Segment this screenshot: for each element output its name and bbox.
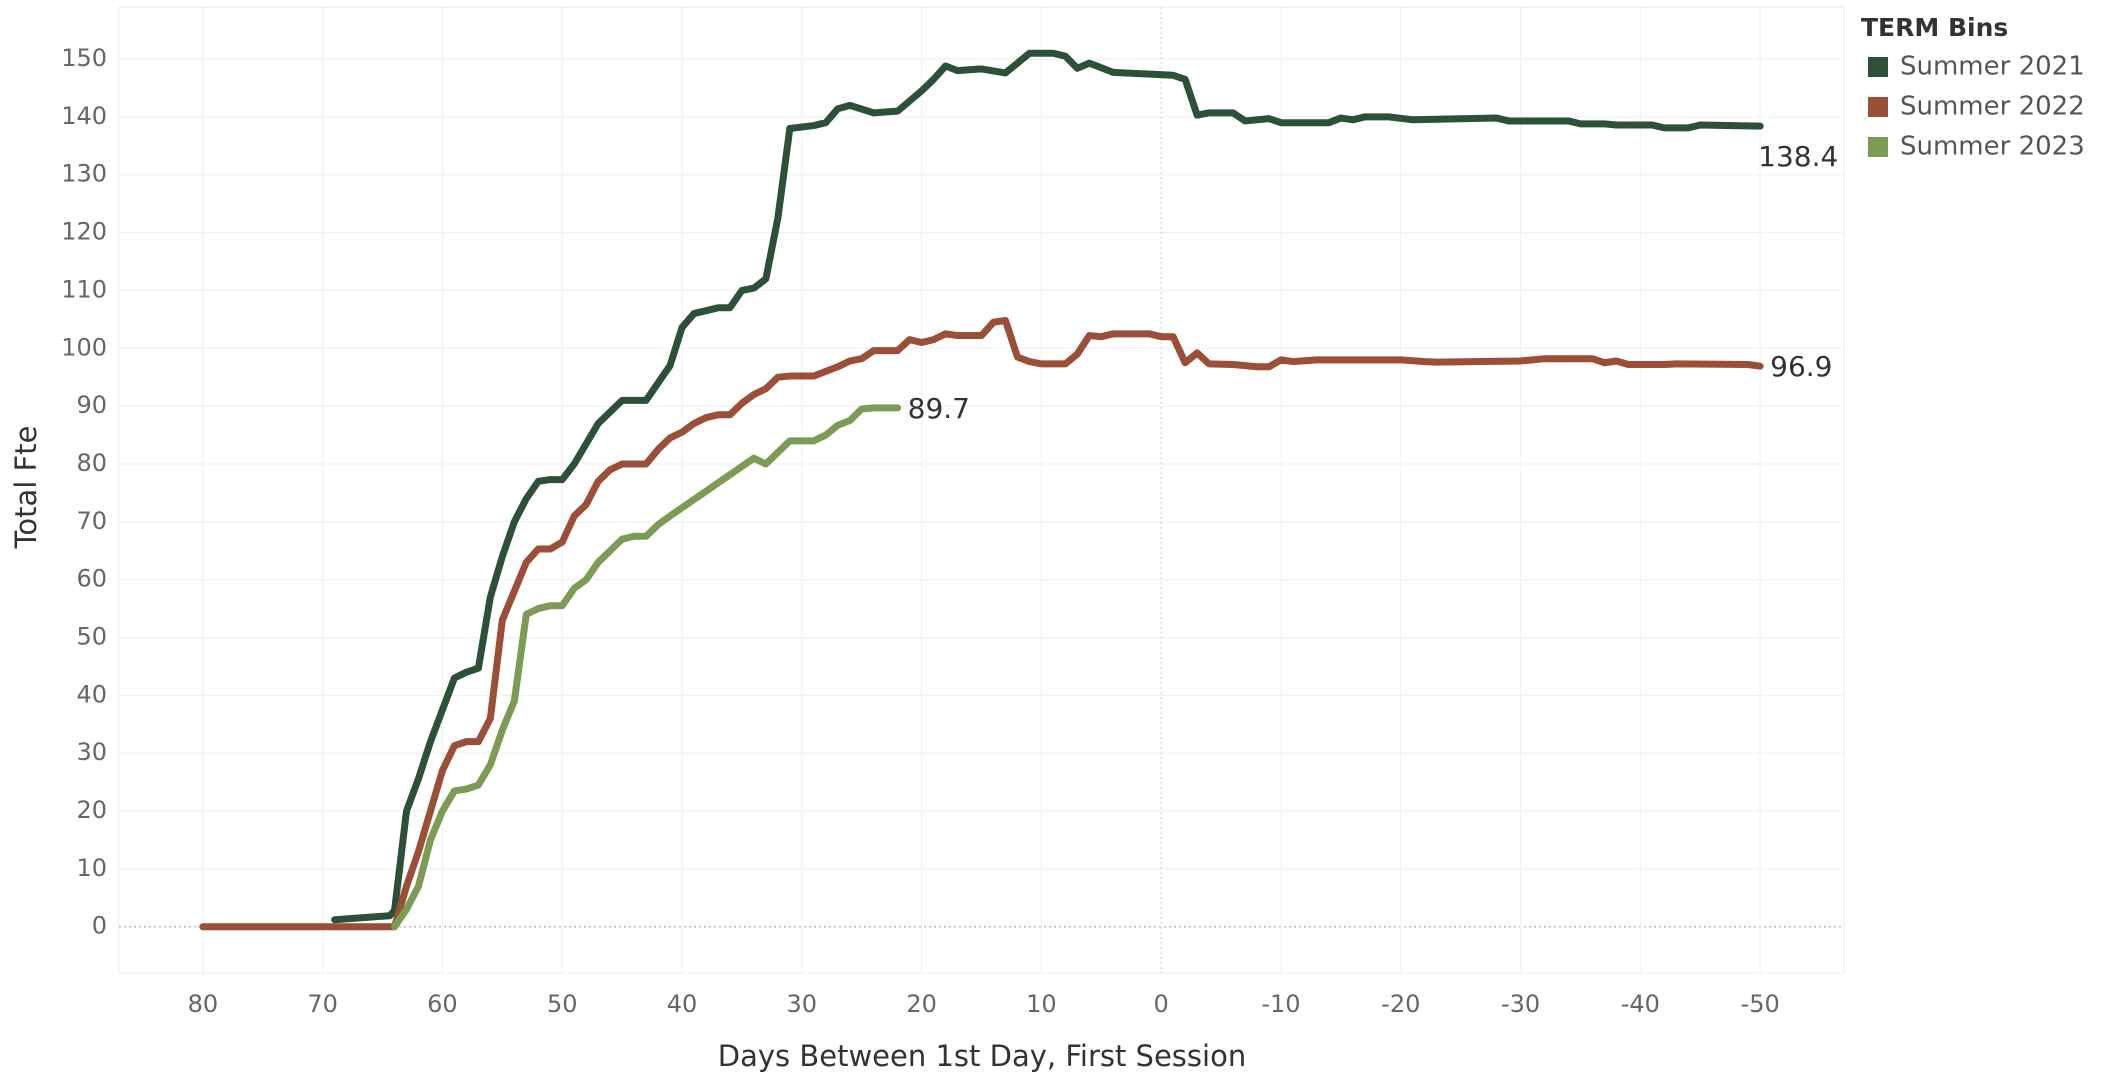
x-tick-label: 40 — [667, 990, 698, 1018]
legend-label: Summer 2023 — [1900, 132, 2085, 162]
legend-swatch — [1868, 97, 1888, 117]
y-tick-label: 110 — [61, 275, 107, 303]
y-tick-label: 0 — [92, 912, 107, 940]
y-tick-label: 50 — [76, 623, 107, 651]
x-tick-label: -50 — [1741, 990, 1780, 1018]
legend-label: Summer 2022 — [1900, 92, 2085, 122]
x-tick-label: 70 — [307, 990, 338, 1018]
y-tick-label: 60 — [76, 565, 107, 593]
y-tick-label: 20 — [76, 796, 107, 824]
y-tick-label: 40 — [76, 680, 107, 708]
x-tick-label: -20 — [1381, 990, 1420, 1018]
legend-title: TERM Bins — [1861, 13, 2008, 42]
y-tick-label: 90 — [76, 391, 107, 419]
y-tick-label: 120 — [61, 218, 107, 246]
x-tick-label: -40 — [1621, 990, 1660, 1018]
y-tick-label: 140 — [61, 102, 107, 130]
legend-swatch — [1868, 57, 1888, 77]
x-tick-label: 30 — [787, 990, 818, 1018]
x-tick-label: 0 — [1154, 990, 1169, 1018]
y-tick-label: 150 — [61, 44, 107, 72]
end-label: 89.7 — [908, 392, 970, 425]
line — [391, 404, 902, 931]
y-tick-label: 130 — [61, 160, 107, 188]
end-label: 96.9 — [1770, 350, 1832, 383]
line — [331, 49, 1764, 924]
x-tick-label: 60 — [427, 990, 458, 1018]
line — [199, 317, 1764, 931]
legend-swatch — [1868, 137, 1888, 157]
x-tick-label: 10 — [1026, 990, 1057, 1018]
y-tick-label: 70 — [76, 507, 107, 535]
x-axis-title: Days Between 1st Day, First Session — [718, 1039, 1246, 1073]
y-tick-label: 10 — [76, 854, 107, 882]
x-tick-label: 20 — [906, 990, 937, 1018]
plot-area — [118, 6, 1845, 974]
x-tick-label: 50 — [547, 990, 578, 1018]
end-label: 138.4 — [1758, 140, 1838, 173]
y-tick-label: 100 — [61, 333, 107, 361]
y-tick-label: 80 — [76, 449, 107, 477]
y-tick-label: 30 — [76, 738, 107, 766]
x-tick-label: -10 — [1261, 990, 1300, 1018]
x-tick-label: 80 — [188, 990, 219, 1018]
x-tick-label: -30 — [1501, 990, 1540, 1018]
y-axis-title: Total Fte — [9, 426, 43, 550]
legend-label: Summer 2021 — [1900, 52, 2085, 82]
